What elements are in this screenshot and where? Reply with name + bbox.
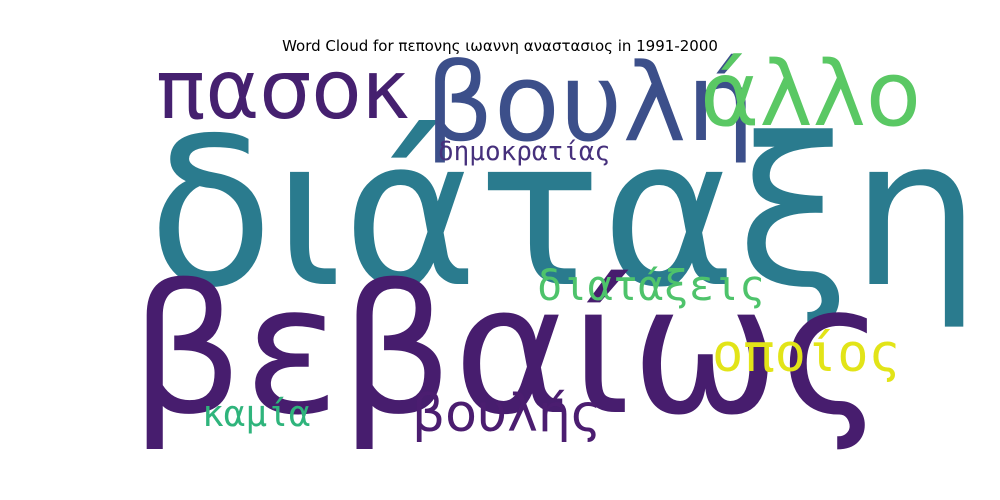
word-cloud-word: άλλο [700, 42, 921, 147]
word-cloud-word: πασοκ [156, 43, 410, 138]
word-cloud-word: δημοκρατίας [438, 137, 611, 167]
word-cloud-word: βουλής [412, 384, 602, 444]
word-cloud-word: καμία [202, 394, 311, 435]
word-cloud-word: βεβαίως [130, 247, 885, 454]
chart-title: Word Cloud for πεπονης ιωαννη αναστασιος… [282, 37, 718, 55]
word-cloud-word: βουλή [425, 41, 755, 166]
word-cloud-word: διατάξεις [537, 261, 765, 310]
word-cloud-word: διάταξη [148, 95, 981, 333]
word-cloud-word: οποίος [712, 324, 900, 384]
